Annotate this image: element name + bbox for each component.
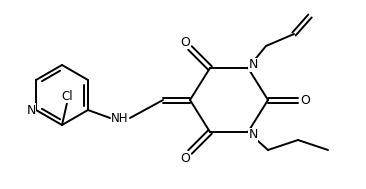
Text: O: O xyxy=(300,94,310,106)
Text: N: N xyxy=(248,59,258,71)
Text: NH: NH xyxy=(111,112,129,125)
Text: O: O xyxy=(180,36,190,49)
Text: N: N xyxy=(248,129,258,142)
Text: Cl: Cl xyxy=(61,90,73,102)
Text: N: N xyxy=(26,104,36,116)
Text: O: O xyxy=(180,152,190,164)
